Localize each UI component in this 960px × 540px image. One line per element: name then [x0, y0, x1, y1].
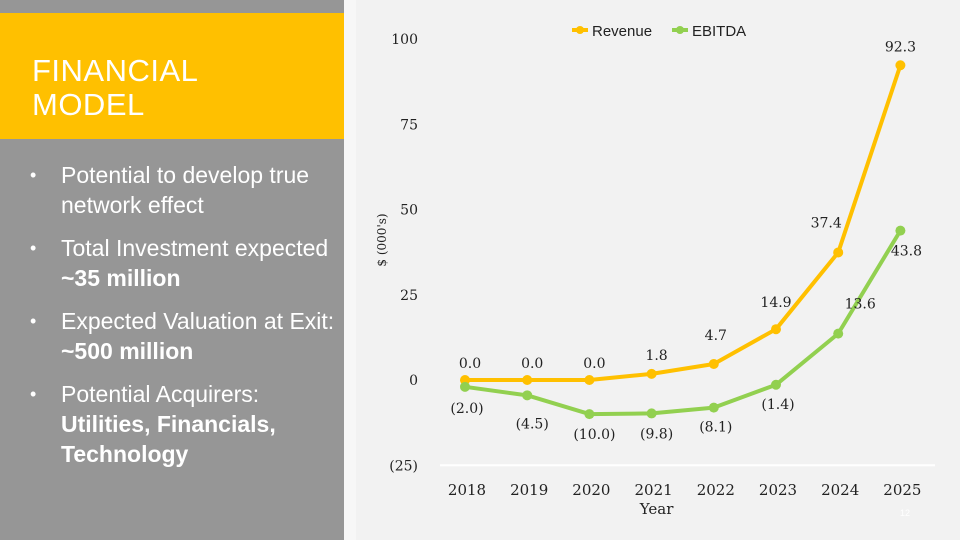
- data-point-revenue: [771, 324, 781, 335]
- bullet-item: Total Investment expected ~35 million: [30, 233, 340, 293]
- x-tick-label: 2025: [883, 481, 921, 499]
- legend-marker: [676, 26, 684, 34]
- data-point-ebitda: [522, 390, 533, 401]
- slide-title: FINANCIAL MODEL: [32, 54, 198, 122]
- legend-marker: [576, 26, 584, 34]
- data-point-revenue: [584, 375, 595, 385]
- data-label-revenue: 14.9: [760, 295, 791, 311]
- y-axis-label: $ (000's): [375, 213, 389, 266]
- y-tick-label: (25): [389, 458, 418, 474]
- data-label-ebitda: (4.5): [516, 416, 549, 432]
- data-point-ebitda: [646, 408, 657, 419]
- title-band: [0, 13, 344, 139]
- legend-label-revenue: Revenue: [592, 23, 652, 40]
- x-tick-label: 2023: [759, 481, 797, 499]
- y-tick-label: 50: [400, 203, 418, 219]
- x-tick-label: 2024: [821, 481, 859, 499]
- data-point-ebitda: [460, 381, 470, 392]
- data-label-revenue: 4.7: [705, 328, 727, 344]
- series-line-ebitda: [464, 229, 903, 417]
- data-label-ebitda: (8.1): [699, 420, 732, 436]
- data-point-revenue: [646, 368, 657, 379]
- data-label-revenue: 1.8: [645, 348, 667, 364]
- x-tick-label: 2020: [572, 481, 610, 499]
- data-label-ebitda: (10.0): [573, 427, 615, 443]
- data-label-revenue: 0.0: [583, 356, 605, 372]
- data-point-ebitda: [895, 225, 906, 236]
- data-point-ebitda: [771, 379, 781, 390]
- y-tick-label: 75: [400, 117, 418, 133]
- data-label-ebitda: (1.4): [761, 397, 794, 413]
- title-line-2: MODEL: [32, 87, 145, 122]
- data-label-ebitda: (2.0): [450, 401, 483, 417]
- data-label-ebitda: 43.8: [891, 244, 922, 260]
- data-label-revenue: 0.0: [459, 356, 481, 372]
- bullet-list: Potential to develop true network effect…: [30, 160, 340, 482]
- x-tick-label: 2021: [635, 481, 673, 499]
- x-axis-label: Year: [639, 500, 674, 518]
- series-line-revenue: [465, 64, 903, 382]
- panel-divider: [344, 0, 356, 540]
- x-tick-label: 2022: [697, 481, 735, 499]
- y-tick-label: 0: [409, 373, 418, 389]
- data-label-revenue: 92.3: [885, 39, 916, 55]
- data-point-revenue: [833, 247, 844, 258]
- slide-number: 12: [900, 508, 911, 518]
- x-tick-label: 2019: [510, 481, 548, 499]
- bullet-item: Potential to develop true network effect: [30, 160, 340, 220]
- x-tick-label: 2018: [448, 481, 486, 499]
- data-point-revenue: [522, 375, 533, 385]
- data-point-ebitda: [708, 402, 719, 413]
- data-label-revenue: 37.4: [811, 215, 842, 231]
- y-tick-label: 100: [391, 32, 418, 48]
- data-label-ebitda: 13.6: [845, 297, 876, 313]
- bullet-item: Potential Acquirers: Utilities, Financia…: [30, 379, 340, 469]
- legend-label-ebitda: EBITDA: [692, 23, 746, 40]
- data-point-ebitda: [833, 328, 844, 339]
- data-point-ebitda: [584, 409, 595, 420]
- data-point-revenue: [895, 60, 906, 71]
- data-label-revenue: 0.0: [521, 356, 543, 372]
- data-point-revenue: [708, 358, 719, 369]
- data-label-ebitda: (9.8): [640, 426, 673, 442]
- title-line-1: FINANCIAL: [32, 53, 199, 88]
- y-tick-label: 25: [400, 288, 418, 304]
- bullet-item: Expected Valuation at Exit: ~500 million: [30, 306, 340, 366]
